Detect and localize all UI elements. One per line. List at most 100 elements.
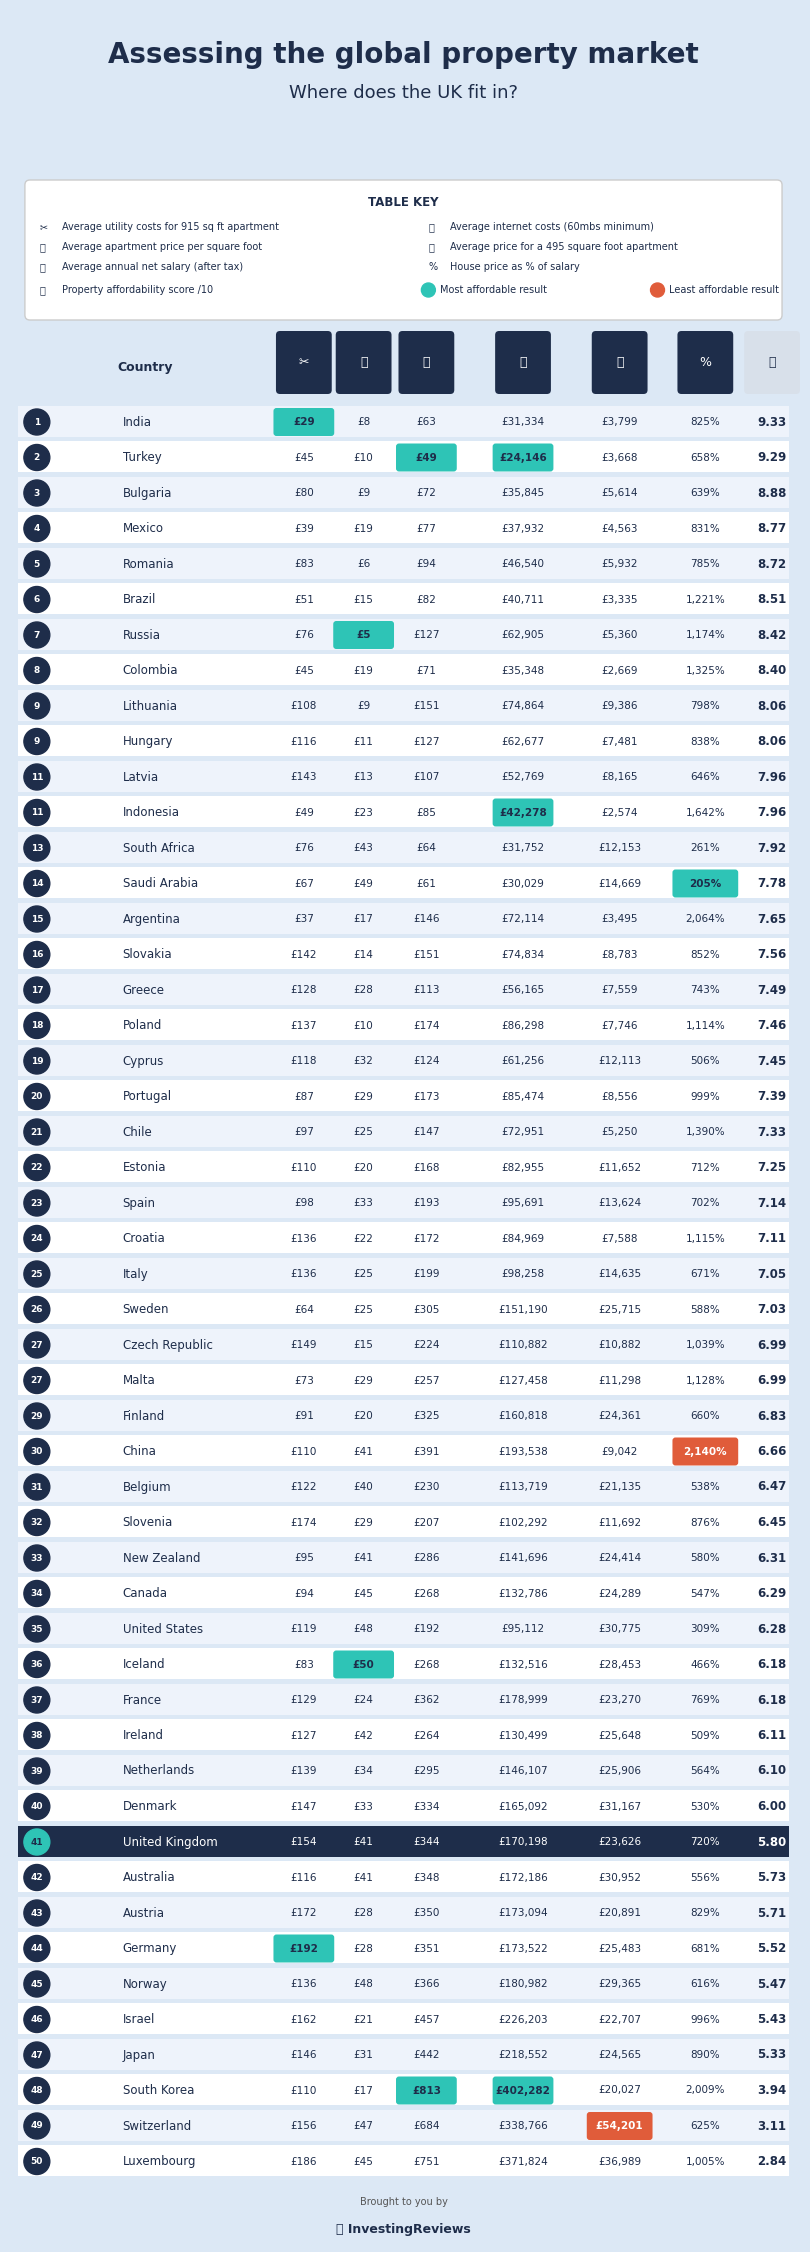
Text: £21: £21: [354, 2016, 373, 2025]
Text: £56,165: £56,165: [501, 984, 544, 995]
Text: 1,325%: 1,325%: [685, 667, 725, 676]
Text: £72: £72: [416, 489, 437, 498]
Text: 838%: 838%: [690, 736, 720, 745]
Text: £94: £94: [294, 1588, 313, 1599]
Text: 831%: 831%: [690, 522, 720, 534]
Text: South Korea: South Korea: [122, 2083, 194, 2097]
Text: Czech Republic: Czech Republic: [122, 1338, 212, 1351]
Text: £116: £116: [291, 1871, 317, 1883]
Text: 3.11: 3.11: [757, 2119, 787, 2133]
Text: £45: £45: [294, 453, 313, 462]
FancyBboxPatch shape: [18, 831, 789, 863]
Circle shape: [24, 727, 49, 754]
Text: 681%: 681%: [690, 1943, 720, 1952]
Text: Lithuania: Lithuania: [122, 700, 177, 712]
Text: 785%: 785%: [690, 558, 720, 570]
Text: £42: £42: [354, 1730, 373, 1741]
Text: 29: 29: [31, 1412, 43, 1421]
Circle shape: [24, 1651, 49, 1678]
Circle shape: [24, 1261, 49, 1286]
Circle shape: [24, 1723, 49, 1748]
Text: Denmark: Denmark: [122, 1799, 177, 1813]
FancyBboxPatch shape: [18, 583, 789, 615]
Text: £32: £32: [354, 1056, 373, 1065]
Text: £48: £48: [354, 1980, 373, 1989]
Circle shape: [24, 1829, 49, 1856]
Text: £95,691: £95,691: [501, 1198, 544, 1207]
Text: 6.18: 6.18: [757, 1694, 787, 1707]
Text: £151: £151: [413, 700, 440, 712]
Text: £230: £230: [413, 1482, 440, 1493]
Text: £136: £136: [291, 1980, 317, 1989]
Text: £25: £25: [354, 1268, 373, 1279]
Text: £76: £76: [294, 842, 313, 854]
Text: 1,642%: 1,642%: [685, 808, 725, 817]
Circle shape: [24, 941, 49, 968]
Text: £351: £351: [413, 1943, 440, 1952]
Text: 5.33: 5.33: [757, 2049, 787, 2061]
FancyBboxPatch shape: [18, 1612, 789, 1644]
Text: £129: £129: [291, 1696, 317, 1705]
Text: 2,064%: 2,064%: [685, 914, 725, 923]
Text: Turkey: Turkey: [122, 450, 161, 464]
Text: 6.99: 6.99: [757, 1374, 787, 1387]
Text: 31: 31: [31, 1482, 43, 1491]
Text: 1,039%: 1,039%: [685, 1340, 725, 1349]
Text: £33: £33: [354, 1198, 373, 1207]
Text: £28: £28: [354, 984, 373, 995]
Text: £23,270: £23,270: [598, 1696, 642, 1705]
Text: 639%: 639%: [690, 489, 720, 498]
Text: £49: £49: [354, 878, 373, 890]
Text: £136: £136: [291, 1268, 317, 1279]
Text: £17: £17: [354, 2085, 373, 2097]
Circle shape: [24, 1687, 49, 1714]
Text: 1,221%: 1,221%: [685, 595, 725, 604]
Text: Spain: Spain: [122, 1196, 156, 1209]
Text: 33: 33: [31, 1554, 43, 1563]
Text: £77: £77: [416, 522, 437, 534]
Text: Canada: Canada: [122, 1588, 168, 1599]
Text: 45: 45: [31, 1980, 43, 1989]
Text: 3: 3: [34, 489, 40, 498]
FancyBboxPatch shape: [18, 1932, 789, 1964]
Text: £142: £142: [291, 950, 317, 959]
Text: £24: £24: [354, 1696, 373, 1705]
Text: 17: 17: [31, 986, 43, 995]
Text: 👤: 👤: [769, 356, 776, 369]
FancyBboxPatch shape: [18, 1081, 789, 1112]
Text: £25,906: £25,906: [598, 1766, 642, 1777]
Text: 6.83: 6.83: [757, 1410, 787, 1423]
FancyBboxPatch shape: [592, 331, 647, 394]
Text: £5: £5: [356, 631, 371, 640]
FancyBboxPatch shape: [18, 1790, 789, 1822]
Text: £45: £45: [294, 667, 313, 676]
Text: £218,552: £218,552: [498, 2049, 548, 2061]
Text: Average utility costs for 915 sq ft apartment: Average utility costs for 915 sq ft apar…: [62, 223, 279, 232]
FancyBboxPatch shape: [18, 2110, 789, 2142]
Text: £41: £41: [354, 1838, 373, 1847]
Text: £371,824: £371,824: [498, 2157, 548, 2166]
FancyBboxPatch shape: [18, 689, 789, 721]
Text: £20: £20: [354, 1162, 373, 1173]
Text: New Zealand: New Zealand: [122, 1552, 200, 1565]
FancyBboxPatch shape: [276, 331, 332, 394]
Text: £43: £43: [354, 842, 373, 854]
FancyBboxPatch shape: [18, 761, 789, 793]
Text: £35,845: £35,845: [501, 489, 544, 498]
Text: £151: £151: [413, 950, 440, 959]
Circle shape: [24, 1970, 49, 1998]
Text: 💼: 💼: [616, 356, 624, 369]
Text: 46: 46: [31, 2016, 43, 2025]
Text: 9: 9: [34, 703, 40, 709]
Text: 44: 44: [31, 1943, 43, 1952]
Text: £91: £91: [294, 1412, 313, 1421]
Text: £42,278: £42,278: [499, 808, 547, 817]
Circle shape: [24, 872, 49, 896]
Text: 5.73: 5.73: [757, 1871, 787, 1885]
Text: 42: 42: [31, 1874, 43, 1883]
Text: 1,174%: 1,174%: [685, 631, 725, 640]
Text: 7.25: 7.25: [757, 1162, 787, 1173]
Text: £12,113: £12,113: [598, 1056, 642, 1065]
Text: £5,250: £5,250: [602, 1126, 637, 1137]
Text: £132,786: £132,786: [498, 1588, 548, 1599]
